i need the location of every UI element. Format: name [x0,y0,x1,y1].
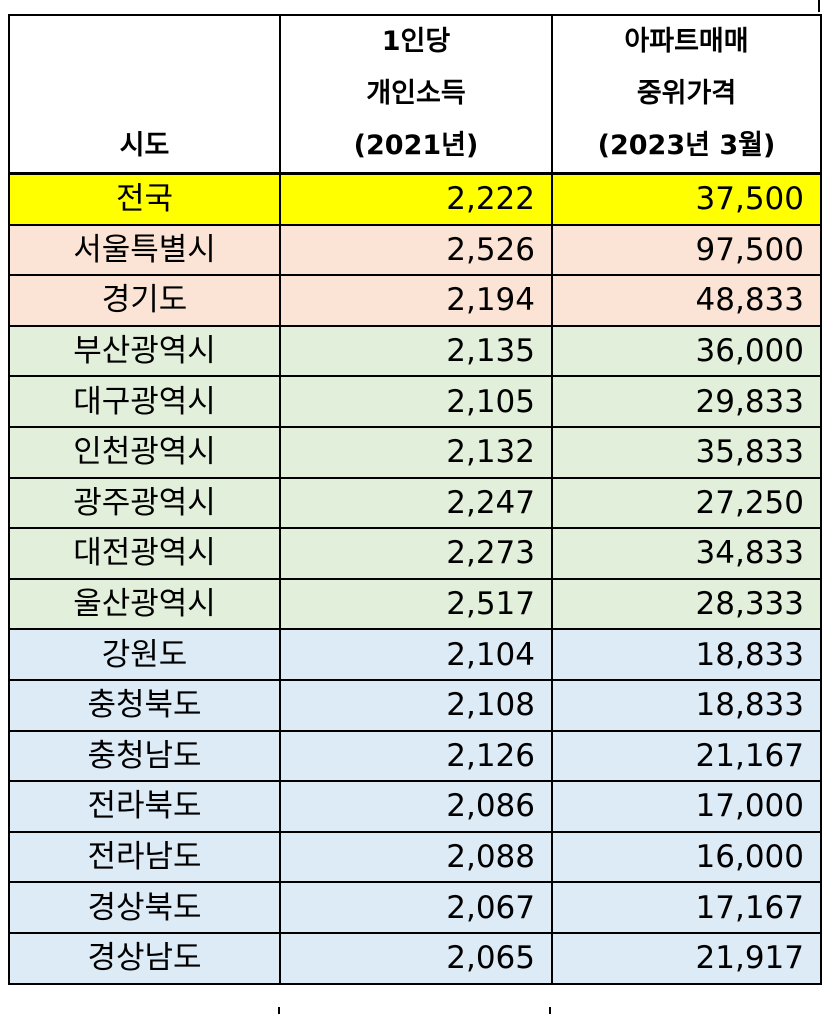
cell-region[interactable]: 서울특별시 [8,223,281,277]
cell-price[interactable]: 18,833 [551,628,822,681]
header-region[interactable]: 시도 [8,14,281,175]
cell-income[interactable]: 2,065 [279,931,553,985]
cell-income[interactable]: 2,108 [279,678,553,732]
table-row: 강원도 2,104 18,833 [8,628,822,681]
cell-region[interactable]: 경기도 [8,274,281,327]
table-row: 전라북도 2,086 17,000 [8,780,822,833]
header-price-line-1: 아파트매매 [624,26,749,57]
table-row: 광주광역시 2,247 27,250 [8,476,822,530]
cell-region[interactable]: 전국 [8,172,281,226]
table-row: 경상북도 2,067 17,167 [8,881,822,934]
cell-price[interactable]: 97,500 [551,223,822,277]
cell-price[interactable]: 48,833 [551,274,822,327]
cell-price[interactable]: 29,833 [551,375,822,428]
cell-region[interactable]: 충청북도 [8,678,281,732]
table-row: 대전광역시 2,273 34,833 [8,527,822,580]
header-price[interactable]: 아파트매매 중위가격 (2023년 3월) [551,14,822,175]
cell-income[interactable]: 2,526 [279,223,553,277]
table-row: 충청북도 2,108 18,833 [8,678,822,732]
header-income-line-1: 1인당 [381,26,451,57]
table-row: 경기도 2,194 48,833 [8,274,822,327]
cell-price[interactable]: 27,250 [551,476,822,530]
cell-price[interactable]: 28,333 [551,577,822,631]
cell-region[interactable]: 전라북도 [8,780,281,833]
cell-income[interactable]: 2,088 [279,830,553,884]
cell-region[interactable]: 대전광역시 [8,527,281,580]
header-income-line-3: (2021년) [353,130,479,161]
column-divider-tail [549,1007,551,1014]
income-price-table: 시도 1인당 개인소득 (2021년) 아파트매매 중위가격 (2023년 3월… [8,14,822,985]
cell-price[interactable]: 16,000 [551,830,822,884]
header-price-line-2: 중위가격 [636,78,737,109]
table-row: 울산광역시 2,517 28,333 [8,577,822,631]
cell-region[interactable]: 경상남도 [8,931,281,985]
cell-income[interactable]: 2,104 [279,628,553,681]
cell-income[interactable]: 2,194 [279,274,553,327]
header-income[interactable]: 1인당 개인소득 (2021년) [279,14,553,175]
table-row: 전라남도 2,088 16,000 [8,830,822,884]
cell-region[interactable]: 인천광역시 [8,425,281,479]
cell-region[interactable]: 전라남도 [8,830,281,884]
cell-income[interactable]: 2,126 [279,729,553,783]
cell-region[interactable]: 경상북도 [8,881,281,934]
cell-income[interactable]: 2,222 [279,172,553,226]
cell-price[interactable]: 17,000 [551,780,822,833]
cell-income[interactable]: 2,132 [279,425,553,479]
cell-price[interactable]: 17,167 [551,881,822,934]
cell-region[interactable]: 강원도 [8,628,281,681]
cell-region[interactable]: 충청남도 [8,729,281,783]
cell-region[interactable]: 부산광역시 [8,324,281,378]
cell-income[interactable]: 2,273 [279,527,553,580]
table-row: 대구광역시 2,105 29,833 [8,375,822,428]
cell-income[interactable]: 2,067 [279,881,553,934]
cell-income[interactable]: 2,247 [279,476,553,530]
table-row: 인천광역시 2,132 35,833 [8,425,822,479]
table-row: 전국 2,222 37,500 [8,172,822,226]
table-row: 부산광역시 2,135 36,000 [8,324,822,378]
cell-price[interactable]: 21,167 [551,729,822,783]
header-income-line-2: 개인소득 [366,78,466,109]
cell-price[interactable]: 34,833 [551,527,822,580]
cell-price[interactable]: 35,833 [551,425,822,479]
table-body: 전국 2,222 37,500 서울특별시 2,526 97,500 경기도 2,194 48,… [8,172,822,985]
header-region-line-1: 시도 [119,130,170,161]
table-row: 경상남도 2,065 21,917 [8,931,822,985]
cell-income[interactable]: 2,135 [279,324,553,378]
table-header-row: 시도 1인당 개인소득 (2021년) 아파트매매 중위가격 (2023년 3월… [8,14,822,175]
cell-income[interactable]: 2,105 [279,375,553,428]
cell-price[interactable]: 37,500 [551,172,822,226]
cell-region[interactable]: 울산광역시 [8,577,281,631]
column-divider-tail [278,1007,280,1014]
cell-price[interactable]: 36,000 [551,324,822,378]
sheet-edge-mark [818,0,820,12]
table-row: 서울특별시 2,526 97,500 [8,223,822,277]
header-price-line-3: (2023년 3월) [597,130,776,161]
cell-region[interactable]: 대구광역시 [8,375,281,428]
table-row: 충청남도 2,126 21,167 [8,729,822,783]
cell-price[interactable]: 18,833 [551,678,822,732]
cell-income[interactable]: 2,517 [279,577,553,631]
cell-price[interactable]: 21,917 [551,931,822,985]
cell-region[interactable]: 광주광역시 [8,476,281,530]
cell-income[interactable]: 2,086 [279,780,553,833]
